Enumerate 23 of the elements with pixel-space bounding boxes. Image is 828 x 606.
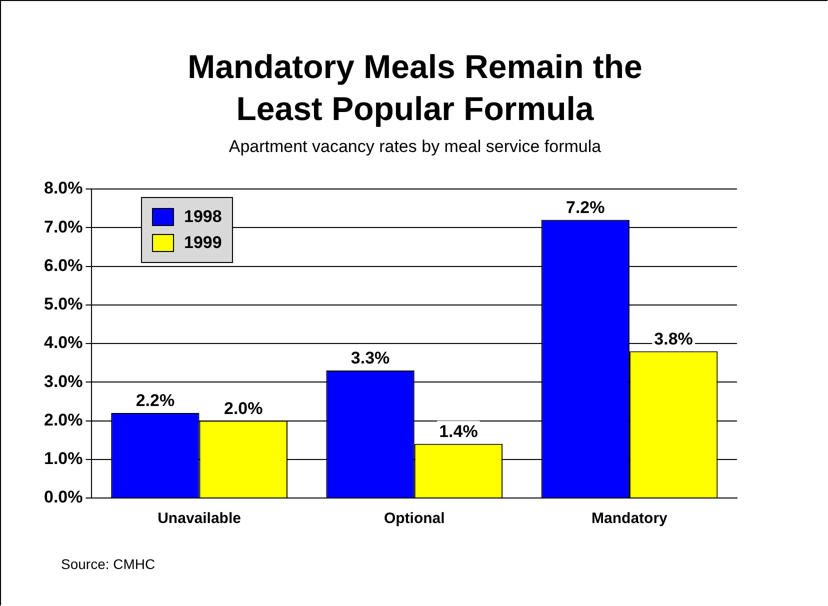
x-tick-label: Optional bbox=[384, 510, 445, 528]
y-tick-label: 3.0% bbox=[44, 372, 83, 391]
y-tick-label: 7.0% bbox=[44, 217, 83, 236]
y-tick-label: 2.0% bbox=[44, 410, 83, 430]
y-tick-label: 0.0% bbox=[44, 488, 83, 507]
data-label: 3.8% bbox=[654, 329, 693, 348]
x-tick-label: Mandatory bbox=[592, 510, 668, 528]
data-label: 1.4% bbox=[439, 422, 478, 442]
y-tick-label: 6.0% bbox=[44, 256, 83, 275]
chart-title: Mandatory Meals Remain the Least Popular Formula bbox=[186, 47, 644, 129]
y-tick-label: 1.0% bbox=[44, 449, 83, 468]
legend-label: 1999 bbox=[184, 232, 222, 254]
chart-subtitle: Apartment vacancy rates by meal service formula bbox=[228, 137, 602, 157]
data-label: 2.2% bbox=[136, 391, 175, 410]
source-note: Source: CMHC bbox=[61, 556, 156, 572]
data-label: 3.3% bbox=[350, 348, 390, 368]
data-label: 2.0% bbox=[224, 398, 263, 418]
y-tick-label: 5.0% bbox=[44, 294, 83, 314]
y-tick-label: 4.0% bbox=[44, 333, 83, 352]
y-tick-label: 8.0% bbox=[44, 178, 83, 198]
x-tick-label: Unavailable bbox=[158, 510, 241, 528]
data-label: 7.2% bbox=[566, 198, 605, 218]
legend-label: 1998 bbox=[184, 206, 222, 228]
